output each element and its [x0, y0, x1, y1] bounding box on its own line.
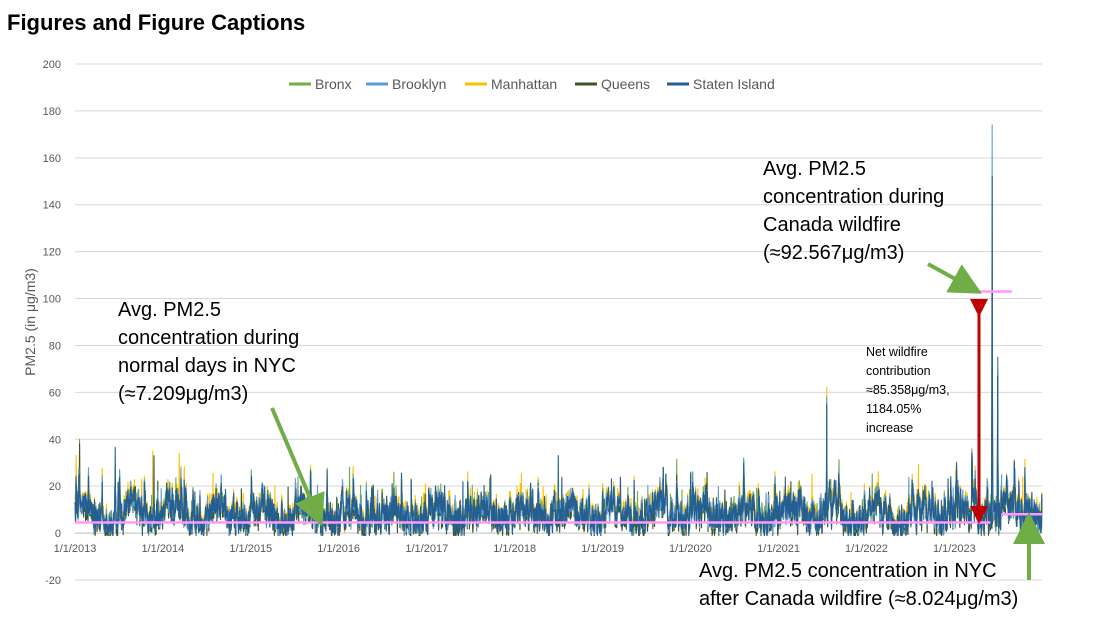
- annotation-normal-line-3: normal days in NYC: [118, 355, 296, 377]
- y-tick-label: 80: [49, 340, 61, 352]
- x-tick-label: 1/1/2017: [405, 543, 448, 555]
- annotation-wildfire: Avg. PM2.5 concentration during Canada w…: [763, 158, 950, 264]
- y-tick-label: 20: [49, 481, 61, 493]
- legend-label: Brooklyn: [392, 76, 446, 92]
- annotation-net-line-4: 1184.05%: [866, 402, 921, 416]
- series-line-staten-island: [74, 176, 1043, 536]
- legend-label: Queens: [601, 76, 650, 92]
- annotation-after-line-2: after Canada wildfire (≈8.024μg/m3): [699, 588, 1018, 610]
- y-axis-ticks: -20 0 20 40 60 80 100 120 140 160 180 200: [43, 59, 61, 587]
- legend-label: Bronx: [315, 76, 352, 92]
- x-tick-label: 1/1/2016: [317, 543, 360, 555]
- arrow-wildfire: [927, 262, 983, 294]
- annotation-wildfire-line-3: Canada wildfire: [763, 214, 901, 236]
- series-lines: [74, 124, 1043, 536]
- annotation-net-line-2: contribution: [866, 364, 931, 378]
- annotation-normal-line-4: (≈7.209μg/m3): [118, 383, 248, 405]
- annotation-after: Avg. PM2.5 concentration in NYC after Ca…: [699, 560, 1018, 610]
- page-title: Figures and Figure Captions: [7, 10, 306, 35]
- y-tick-label: 140: [43, 200, 61, 212]
- y-axis-label: PM2.5 (in μg/m3): [22, 268, 38, 376]
- annotation-net-line-5: increase: [866, 421, 913, 435]
- annotation-net-contribution: Net wildfire contribution ≈85.358μg/m3, …: [866, 345, 953, 435]
- legend-label: Staten Island: [693, 76, 775, 92]
- annotation-after-line-1: Avg. PM2.5 concentration in NYC: [699, 560, 997, 582]
- arrow-normal: [270, 407, 325, 527]
- annotation-normal-line-2: concentration during: [118, 327, 299, 349]
- y-tick-label: 180: [43, 106, 61, 118]
- y-tick-label: 200: [43, 59, 61, 71]
- y-tick-label: 60: [49, 387, 61, 399]
- y-tick-label: 40: [49, 434, 61, 446]
- annotation-normal: Avg. PM2.5 concentration during normal d…: [118, 299, 305, 405]
- annotation-normal-line-1: Avg. PM2.5: [118, 299, 221, 321]
- x-axis-ticks: 1/1/2013 1/1/2014 1/1/2015 1/1/2016 1/1/2017…: [54, 543, 976, 555]
- y-tick-label: -20: [45, 575, 61, 587]
- legend: Bronx Brooklyn Manhattan Queens Staten Islan…: [289, 76, 775, 92]
- annotation-net-line-3: ≈85.358μg/m3,: [866, 383, 950, 397]
- x-tick-label: 1/1/2015: [229, 543, 272, 555]
- x-tick-label: 1/1/2021: [757, 543, 800, 555]
- x-tick-label: 1/1/2022: [845, 543, 888, 555]
- y-tick-label: 160: [43, 153, 61, 165]
- annotation-wildfire-line-4: (≈92.567μg/m3): [763, 242, 904, 264]
- legend-label: Manhattan: [491, 76, 557, 92]
- x-tick-label: 1/1/2018: [493, 543, 536, 555]
- annotation-wildfire-line-1: Avg. PM2.5: [763, 158, 866, 180]
- annotation-net-line-1: Net wildfire: [866, 345, 928, 359]
- x-tick-label: 1/1/2013: [54, 543, 97, 555]
- x-tick-label: 1/1/2014: [141, 543, 184, 555]
- annotation-wildfire-line-2: concentration during: [763, 186, 944, 208]
- y-tick-label: 0: [55, 528, 61, 540]
- x-tick-label: 1/1/2019: [581, 543, 624, 555]
- y-tick-label: 100: [43, 294, 61, 306]
- y-tick-label: 120: [43, 247, 61, 259]
- x-tick-label: 1/1/2020: [669, 543, 712, 555]
- x-tick-label: 1/1/2023: [933, 543, 976, 555]
